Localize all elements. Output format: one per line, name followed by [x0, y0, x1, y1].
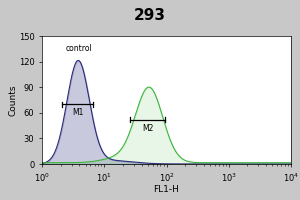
Text: 293: 293: [134, 8, 166, 23]
Y-axis label: Counts: Counts: [8, 84, 17, 116]
X-axis label: FL1-H: FL1-H: [154, 185, 179, 194]
Text: M2: M2: [142, 124, 154, 133]
Text: M1: M1: [72, 108, 83, 117]
Text: control: control: [66, 44, 92, 53]
